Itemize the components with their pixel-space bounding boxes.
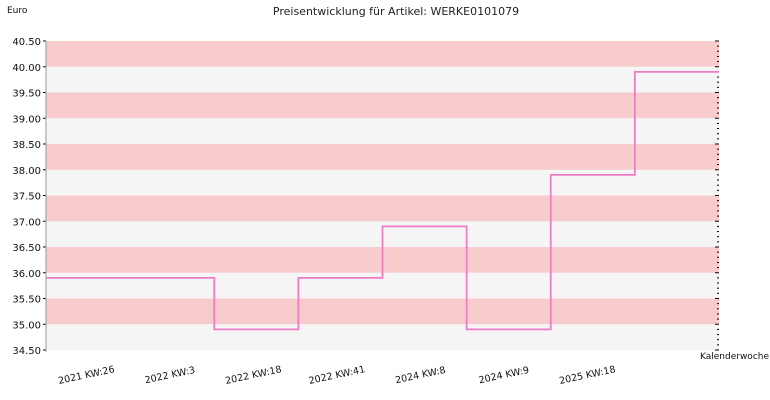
y-tick-label: 36.50 [12,243,41,254]
y-axis-label: Euro [7,6,28,16]
right-axis-ticks [715,40,719,351]
y-tick-label: 37.50 [12,192,41,203]
x-tick-label: 2025 KW:18 [558,364,616,387]
background-band [46,144,719,170]
background-bands [46,41,719,350]
background-band [46,195,719,222]
y-tick-label: 38.00 [12,166,41,177]
background-band [46,66,719,93]
y-axis-ticks: 34.50 35.00 35.50 36.00 36.50 37.00 37.50 38.00… [12,37,46,357]
background-band [46,324,719,350]
x-axis-ticks: 2021 KW:26 2022 KW:3 2022 KW:18 2022 KW:41 2… [57,364,616,387]
y-tick-label: 34.50 [12,346,41,357]
x-tick-label: 2024 KW:9 [478,365,530,386]
y-tick-label: 37.00 [12,217,41,228]
y-tick-label: 39.50 [12,89,41,100]
background-band [46,118,719,144]
y-tick-label: 38.50 [12,140,41,151]
chart-title: Preisentwicklung für Artikel: WERKE01010… [273,5,519,18]
y-tick-label: 35.00 [12,320,41,331]
x-axis-label: Kalenderwoche [700,352,769,362]
x-tick-label: 2022 KW:3 [144,365,196,386]
x-tick-label: 2022 KW:41 [308,364,366,387]
background-band [46,298,719,325]
price-series-line [46,71,719,331]
background-band [46,92,719,119]
y-tick-label: 40.00 [12,63,41,74]
y-tick-label: 35.50 [12,295,41,306]
y-tick-label: 39.00 [12,114,41,125]
background-band [46,169,719,196]
x-tick-label: 2022 KW:18 [224,364,282,387]
background-band [46,41,719,67]
x-tick-label: 2021 KW:26 [57,364,115,387]
x-tick-label: 2024 KW:8 [394,365,446,386]
y-tick-label: 36.00 [12,269,41,280]
y-tick-label: 40.50 [12,37,41,48]
